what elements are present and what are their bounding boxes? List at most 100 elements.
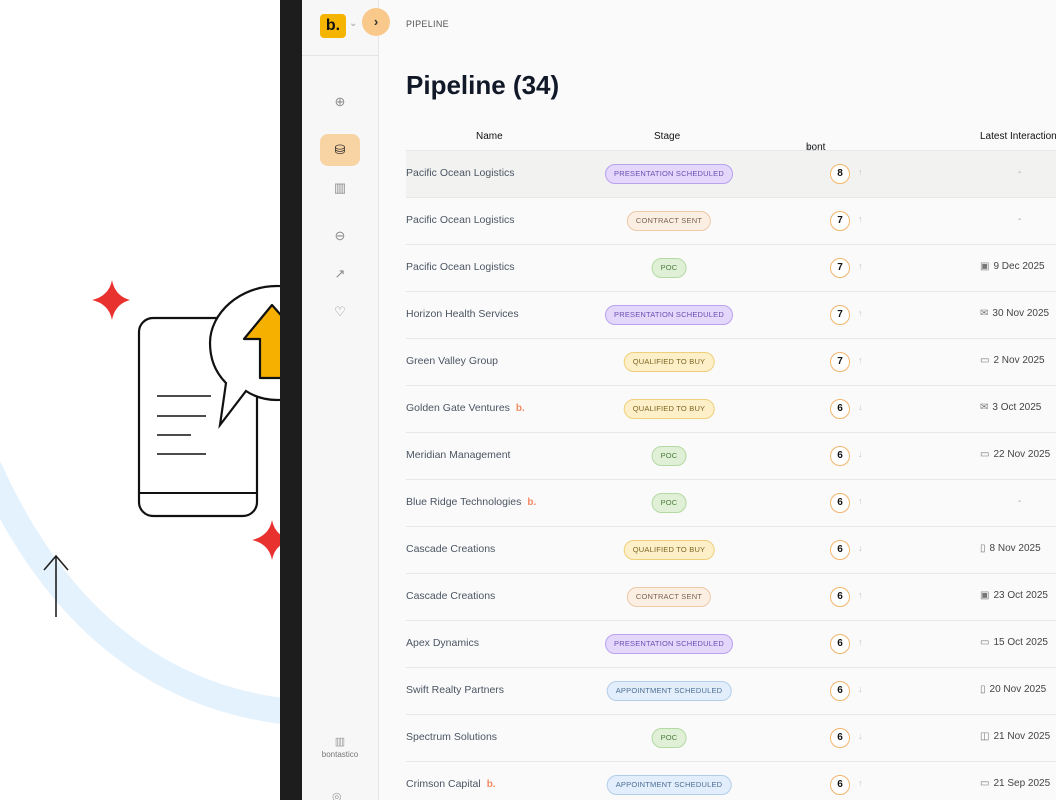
latest-interaction-date: 3 Oct 2025 xyxy=(992,402,1042,413)
stage-badge[interactable]: APPOINTMENT SCHEDULED xyxy=(606,681,732,701)
trend-up-icon: ↑ xyxy=(858,778,863,788)
latest-interaction: - xyxy=(1018,496,1021,507)
stage-badge[interactable]: QUALIFIED TO BUY xyxy=(623,540,715,560)
trend-up-icon: ↑ xyxy=(858,261,863,271)
table-row[interactable]: Horizon Health Services PRESENTATION SCHE… xyxy=(406,292,1056,339)
bont-badge: b. xyxy=(486,779,496,790)
latest-interaction-date: 20 Nov 2025 xyxy=(989,684,1047,695)
company-name[interactable]: Apex Dynamics xyxy=(406,637,479,649)
phone-icon: ▯ xyxy=(980,543,986,554)
stage-badge[interactable]: APPOINTMENT SCHEDULED xyxy=(606,775,732,795)
company-name-text: Crimson Capital xyxy=(406,778,481,790)
latest-interaction: ◫ 21 Nov 2025 xyxy=(980,731,1050,742)
company-name[interactable]: Cascade Creations xyxy=(406,590,495,602)
table-row[interactable]: Apex Dynamics PRESENTATION SCHEDULED 6 ↑ ▭ 15… xyxy=(406,621,1056,668)
mail-icon: ✉ xyxy=(980,308,989,319)
company-name[interactable]: Pacific Ocean Logistics xyxy=(406,167,515,179)
table-row[interactable]: Pacific Ocean Logistics CONTRACT SENT 7 ↑ - xyxy=(406,198,1056,245)
table-row[interactable]: Green Valley Group QUALIFIED TO BUY 7 ↑ ▭ 2 N… xyxy=(406,339,1056,386)
table-row[interactable]: Pacific Ocean Logistics PRESENTATION SCHE… xyxy=(406,151,1056,198)
calendar-icon: ▭ xyxy=(980,637,990,648)
stage-badge[interactable]: POC xyxy=(651,258,687,278)
robot-icon[interactable]: ⊕ xyxy=(334,94,346,109)
company-name[interactable]: Spectrum Solutions xyxy=(406,731,497,743)
chevron-down-icon[interactable]: ⌄ xyxy=(349,18,358,29)
company-name[interactable]: Blue Ridge Technologies b. xyxy=(406,496,536,508)
latest-interaction: ▭ 21 Sep 2025 xyxy=(980,778,1050,789)
trend-down-icon: ↓ xyxy=(858,449,863,459)
company-name[interactable]: Golden Gate Ventures b. xyxy=(406,402,525,414)
company-name[interactable]: Swift Realty Partners xyxy=(406,684,504,696)
building-icon: ▥ xyxy=(334,736,346,748)
stage-badge[interactable]: POC xyxy=(651,728,687,748)
stage-badge[interactable]: PRESENTATION SCHEDULED xyxy=(605,305,733,325)
table-row[interactable]: Cascade Creations CONTRACT SENT 6 ↑ ▣ 23 Oct … xyxy=(406,574,1056,621)
latest-interaction-date: - xyxy=(1018,167,1022,178)
heart-icon[interactable]: ♡ xyxy=(334,304,346,319)
stage-badge[interactable]: POC xyxy=(651,446,687,466)
bont-score: 7 xyxy=(830,211,850,231)
column-header-stage[interactable]: Stage xyxy=(654,131,681,142)
trend-up-icon: ↑ xyxy=(858,167,863,177)
stage-badge[interactable]: CONTRACT SENT xyxy=(626,587,712,607)
table-row[interactable]: Swift Realty Partners APPOINTMENT SCHEDUL… xyxy=(406,668,1056,715)
company-name[interactable]: Pacific Ocean Logistics xyxy=(406,214,515,226)
sidebar-divider xyxy=(302,55,378,56)
company-name-text: Green Valley Group xyxy=(406,355,499,367)
company-name[interactable]: Green Valley Group xyxy=(406,355,498,367)
company-name[interactable]: Meridian Management xyxy=(406,449,510,461)
column-header-name[interactable]: Name xyxy=(476,131,503,142)
latest-interaction: ✉ 30 Nov 2025 xyxy=(980,308,1049,319)
device-frame xyxy=(280,0,302,800)
page-title: Pipeline (34) xyxy=(406,70,560,100)
gauge-icon[interactable]: ⊖ xyxy=(334,228,346,243)
table-row[interactable]: Spectrum Solutions POC 6 ↓ ◫ 21 Nov 2025 xyxy=(406,715,1056,762)
trending-icon[interactable]: ↗ xyxy=(334,266,346,281)
table-row[interactable]: Crimson Capital b. APPOINTMENT SCHEDULED 6 ↑… xyxy=(406,762,1056,800)
building-icon[interactable]: ▥ xyxy=(333,180,347,195)
bont-score: 6 xyxy=(830,446,850,466)
card-icon: ◫ xyxy=(980,731,990,742)
table-row[interactable]: Golden Gate Ventures b. QUALIFIED TO BUY 6 ↓… xyxy=(406,386,1056,433)
latest-interaction-date: - xyxy=(1018,496,1022,507)
trend-down-icon: ↓ xyxy=(858,402,863,412)
stage-badge[interactable]: CONTRACT SENT xyxy=(626,211,712,231)
company-name[interactable]: Horizon Health Services xyxy=(406,308,519,320)
sidebar-item-pipeline[interactable]: ⛁ xyxy=(320,134,360,166)
latest-interaction: - xyxy=(1018,167,1021,178)
bont-score: 8 xyxy=(830,164,850,184)
trend-down-icon: ↓ xyxy=(858,684,863,694)
latest-interaction: ▯ 8 Nov 2025 xyxy=(980,543,1041,554)
phone-icon: ▯ xyxy=(980,684,986,695)
latest-interaction: ▯ 20 Nov 2025 xyxy=(980,684,1046,695)
latest-interaction: ✉ 3 Oct 2025 xyxy=(980,402,1041,413)
latest-interaction-date: 23 Oct 2025 xyxy=(993,590,1048,601)
workspace-switcher[interactable]: ▥ bontastico xyxy=(302,735,378,759)
table-row[interactable]: Meridian Management POC 6 ↓ ▭ 22 Nov 2025 xyxy=(406,433,1056,480)
stage-badge[interactable]: QUALIFIED TO BUY xyxy=(623,399,715,419)
company-name-text: Blue Ridge Technologies xyxy=(406,496,522,508)
app-logo[interactable]: b. xyxy=(320,14,346,38)
stage-badge[interactable]: PRESENTATION SCHEDULED xyxy=(605,634,733,654)
table-row[interactable]: Cascade Creations QUALIFIED TO BUY 6 ↓ ▯ 8 No… xyxy=(406,527,1056,574)
latest-interaction-date: - xyxy=(1018,214,1022,225)
mail-icon: ✉ xyxy=(980,402,989,413)
stage-badge[interactable]: QUALIFIED TO BUY xyxy=(623,352,715,372)
table-row[interactable]: Blue Ridge Technologies b. POC 6 ↑ - xyxy=(406,480,1056,527)
company-name-text: Spectrum Solutions xyxy=(406,731,498,743)
linkedin-icon: ▣ xyxy=(980,590,990,601)
stage-badge[interactable]: POC xyxy=(651,493,687,513)
calendar-icon: ▭ xyxy=(980,355,990,366)
sort-desc-icon[interactable]: ↓ xyxy=(806,142,811,153)
company-name[interactable]: Cascade Creations xyxy=(406,543,495,555)
trend-down-icon: ↓ xyxy=(858,543,863,553)
company-name-text: Apex Dynamics xyxy=(406,637,479,649)
column-header-latest[interactable]: Latest Interaction xyxy=(980,131,1056,142)
table-row[interactable]: Pacific Ocean Logistics POC 7 ↑ ▣ 9 Dec 2025 xyxy=(406,245,1056,292)
collapse-sidebar-button[interactable]: › xyxy=(362,8,390,36)
settings-icon[interactable]: ◎ xyxy=(332,791,342,800)
company-name[interactable]: Pacific Ocean Logistics xyxy=(406,261,515,273)
company-name[interactable]: Crimson Capital b. xyxy=(406,778,496,790)
stage-badge[interactable]: PRESENTATION SCHEDULED xyxy=(605,164,733,184)
workspace-name: bontastico xyxy=(321,750,359,759)
